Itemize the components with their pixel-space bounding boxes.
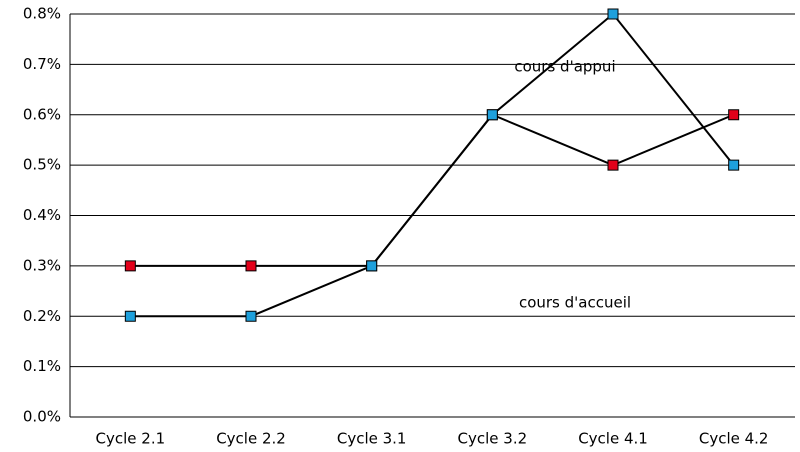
y-tick-label: 0.3% bbox=[23, 256, 61, 274]
marker bbox=[728, 159, 740, 171]
marker bbox=[607, 8, 619, 20]
y-tick-label: 0.5% bbox=[23, 156, 61, 174]
marker bbox=[728, 109, 740, 121]
marker bbox=[366, 260, 378, 272]
x-tick-label: Cycle 4.1 bbox=[578, 430, 648, 448]
marker bbox=[124, 310, 136, 322]
y-tick-label: 0.6% bbox=[23, 105, 61, 123]
annotation: cours d'appui bbox=[514, 58, 615, 76]
y-tick-label: 0.7% bbox=[23, 55, 61, 73]
y-tick-label: 0.8% bbox=[23, 5, 61, 23]
y-tick-label: 0.4% bbox=[23, 206, 61, 224]
marker bbox=[245, 310, 257, 322]
x-tick-label: Cycle 3.2 bbox=[458, 430, 528, 448]
x-tick-label: Cycle 4.2 bbox=[699, 430, 769, 448]
y-tick-label: 0.2% bbox=[23, 307, 61, 325]
x-tick-label: Cycle 3.1 bbox=[337, 430, 407, 448]
y-tick-label: 0.0% bbox=[23, 408, 61, 426]
marker bbox=[124, 260, 136, 272]
line bbox=[130, 12, 735, 318]
annotation: cours d'accueil bbox=[519, 294, 631, 312]
y-tick-label: 0.1% bbox=[23, 357, 61, 375]
marker bbox=[245, 260, 257, 272]
x-tick-label: Cycle 2.2 bbox=[216, 430, 286, 448]
marker bbox=[607, 159, 619, 171]
x-tick-label: Cycle 2.1 bbox=[96, 430, 166, 448]
marker bbox=[486, 109, 498, 121]
